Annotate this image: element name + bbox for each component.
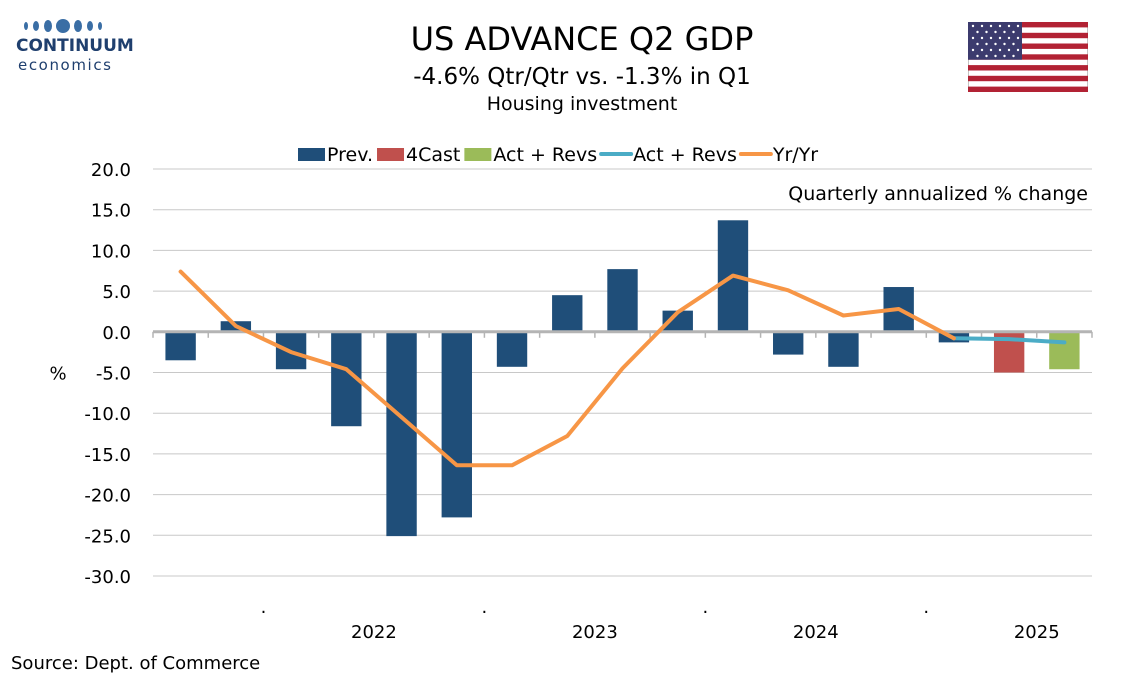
y-axis-label: % (49, 364, 66, 385)
legend-label-prev-: Prev. (327, 144, 373, 166)
x-tick-label: 2022 (351, 622, 397, 643)
legend-label-yr-yr: Yr/Yr (772, 144, 818, 166)
legend-label-act-revs: Act + Revs (493, 144, 597, 166)
bar-act-revs (1049, 331, 1080, 370)
bar-prev- (386, 331, 417, 537)
x-separator-dot: . (482, 597, 488, 618)
bar-prev- (662, 310, 693, 332)
legend-label-act-revs: Act + Revs (633, 144, 737, 166)
bar-prev- (165, 331, 196, 361)
continuum-economics-logo: CONTINUUM economics (14, 14, 134, 76)
bar-prev- (552, 295, 583, 332)
chart-subtitle: -4.6% Qtr/Qtr vs. -1.3% in Q1 (413, 64, 751, 90)
y-tick-label: 20.0 (91, 160, 131, 181)
logo-name: CONTINUUM (16, 36, 134, 56)
x-separator-dot: . (923, 597, 929, 618)
logo-dots-icon (24, 19, 102, 33)
legend-swatch-prev- (298, 148, 325, 161)
chart-subtitle-2: Housing investment (486, 93, 678, 115)
y-tick-label: -25.0 (84, 526, 131, 547)
source-note: Source: Dept. of Commerce (11, 653, 261, 674)
legend-swatch-4cast (377, 148, 405, 161)
x-tick-label: 2024 (793, 622, 839, 643)
y-tick-label: 10.0 (91, 241, 131, 262)
bar-prev- (496, 331, 528, 367)
y-tick-label: 0.0 (102, 323, 131, 344)
legend-swatch-act-revs (464, 148, 492, 161)
us-flag-icon (968, 22, 1088, 92)
line-yr-yr (178, 269, 956, 468)
y-tick-label: 5.0 (102, 282, 131, 303)
x-tick-label: 2025 (1014, 622, 1060, 643)
line-act-revs (951, 336, 1067, 345)
chart-annotation: Quarterly annualized % change (788, 183, 1088, 205)
y-tick-label: -20.0 (84, 486, 131, 507)
y-tick-label: -5.0 (96, 364, 131, 385)
y-tick-label: -15.0 (84, 445, 131, 466)
bar-prev- (773, 331, 804, 355)
legend-label-4cast: 4Cast (406, 144, 460, 166)
y-tick-label: 15.0 (91, 201, 131, 222)
chart-title: US ADVANCE Q2 GDP (410, 20, 754, 58)
x-separator-dot: . (261, 597, 267, 618)
bar-prev- (828, 331, 859, 367)
bar-prev- (441, 331, 472, 518)
x-separator-dot: . (702, 597, 708, 618)
bar-prev- (607, 269, 638, 332)
y-tick-label: -30.0 (84, 567, 131, 588)
y-tick-label: -10.0 (84, 404, 131, 425)
x-tick-label: 2023 (572, 622, 618, 643)
logo-subtitle: economics (18, 56, 113, 74)
